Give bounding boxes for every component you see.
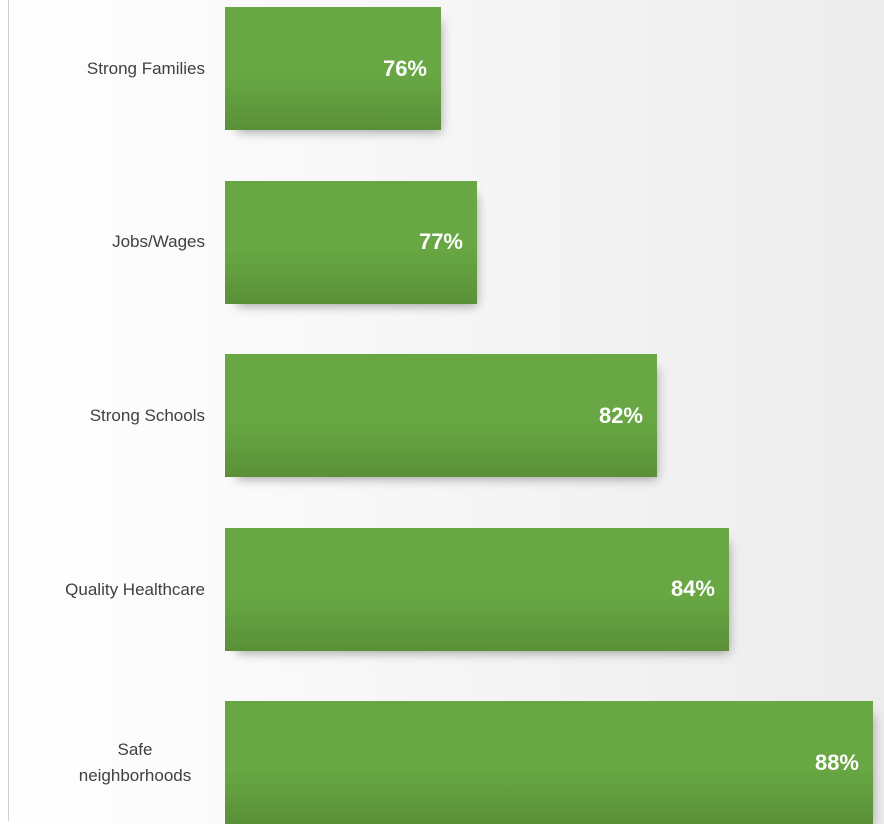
- category-box: Strong Schools: [10, 354, 205, 477]
- y-tick-label: Strong Schools: [89, 405, 205, 425]
- y-tick-label: Jobs/Wages: [112, 232, 205, 252]
- y-tick-label: Strong Families: [86, 58, 205, 78]
- value-label: 84%: [670, 576, 715, 602]
- value-label: 88%: [814, 749, 859, 775]
- category-box: Jobs/Wages: [10, 181, 205, 304]
- bar: [225, 354, 657, 478]
- category-box: Safe neighborhoods: [10, 701, 205, 824]
- value-label: 77%: [418, 229, 463, 255]
- bar: [225, 701, 873, 824]
- y-tick-label: Quality Healthcare: [65, 579, 205, 599]
- frame: [8, 0, 9, 821]
- category-box: Strong Families: [10, 7, 205, 130]
- category-box: Quality Healthcare: [10, 528, 205, 651]
- bar: [225, 527, 729, 651]
- y-tick-label: Safe neighborhoods: [78, 740, 192, 785]
- value-label: 82%: [598, 402, 643, 428]
- bar: [225, 180, 477, 304]
- value-label: 76%: [382, 55, 427, 81]
- bar: [225, 7, 441, 130]
